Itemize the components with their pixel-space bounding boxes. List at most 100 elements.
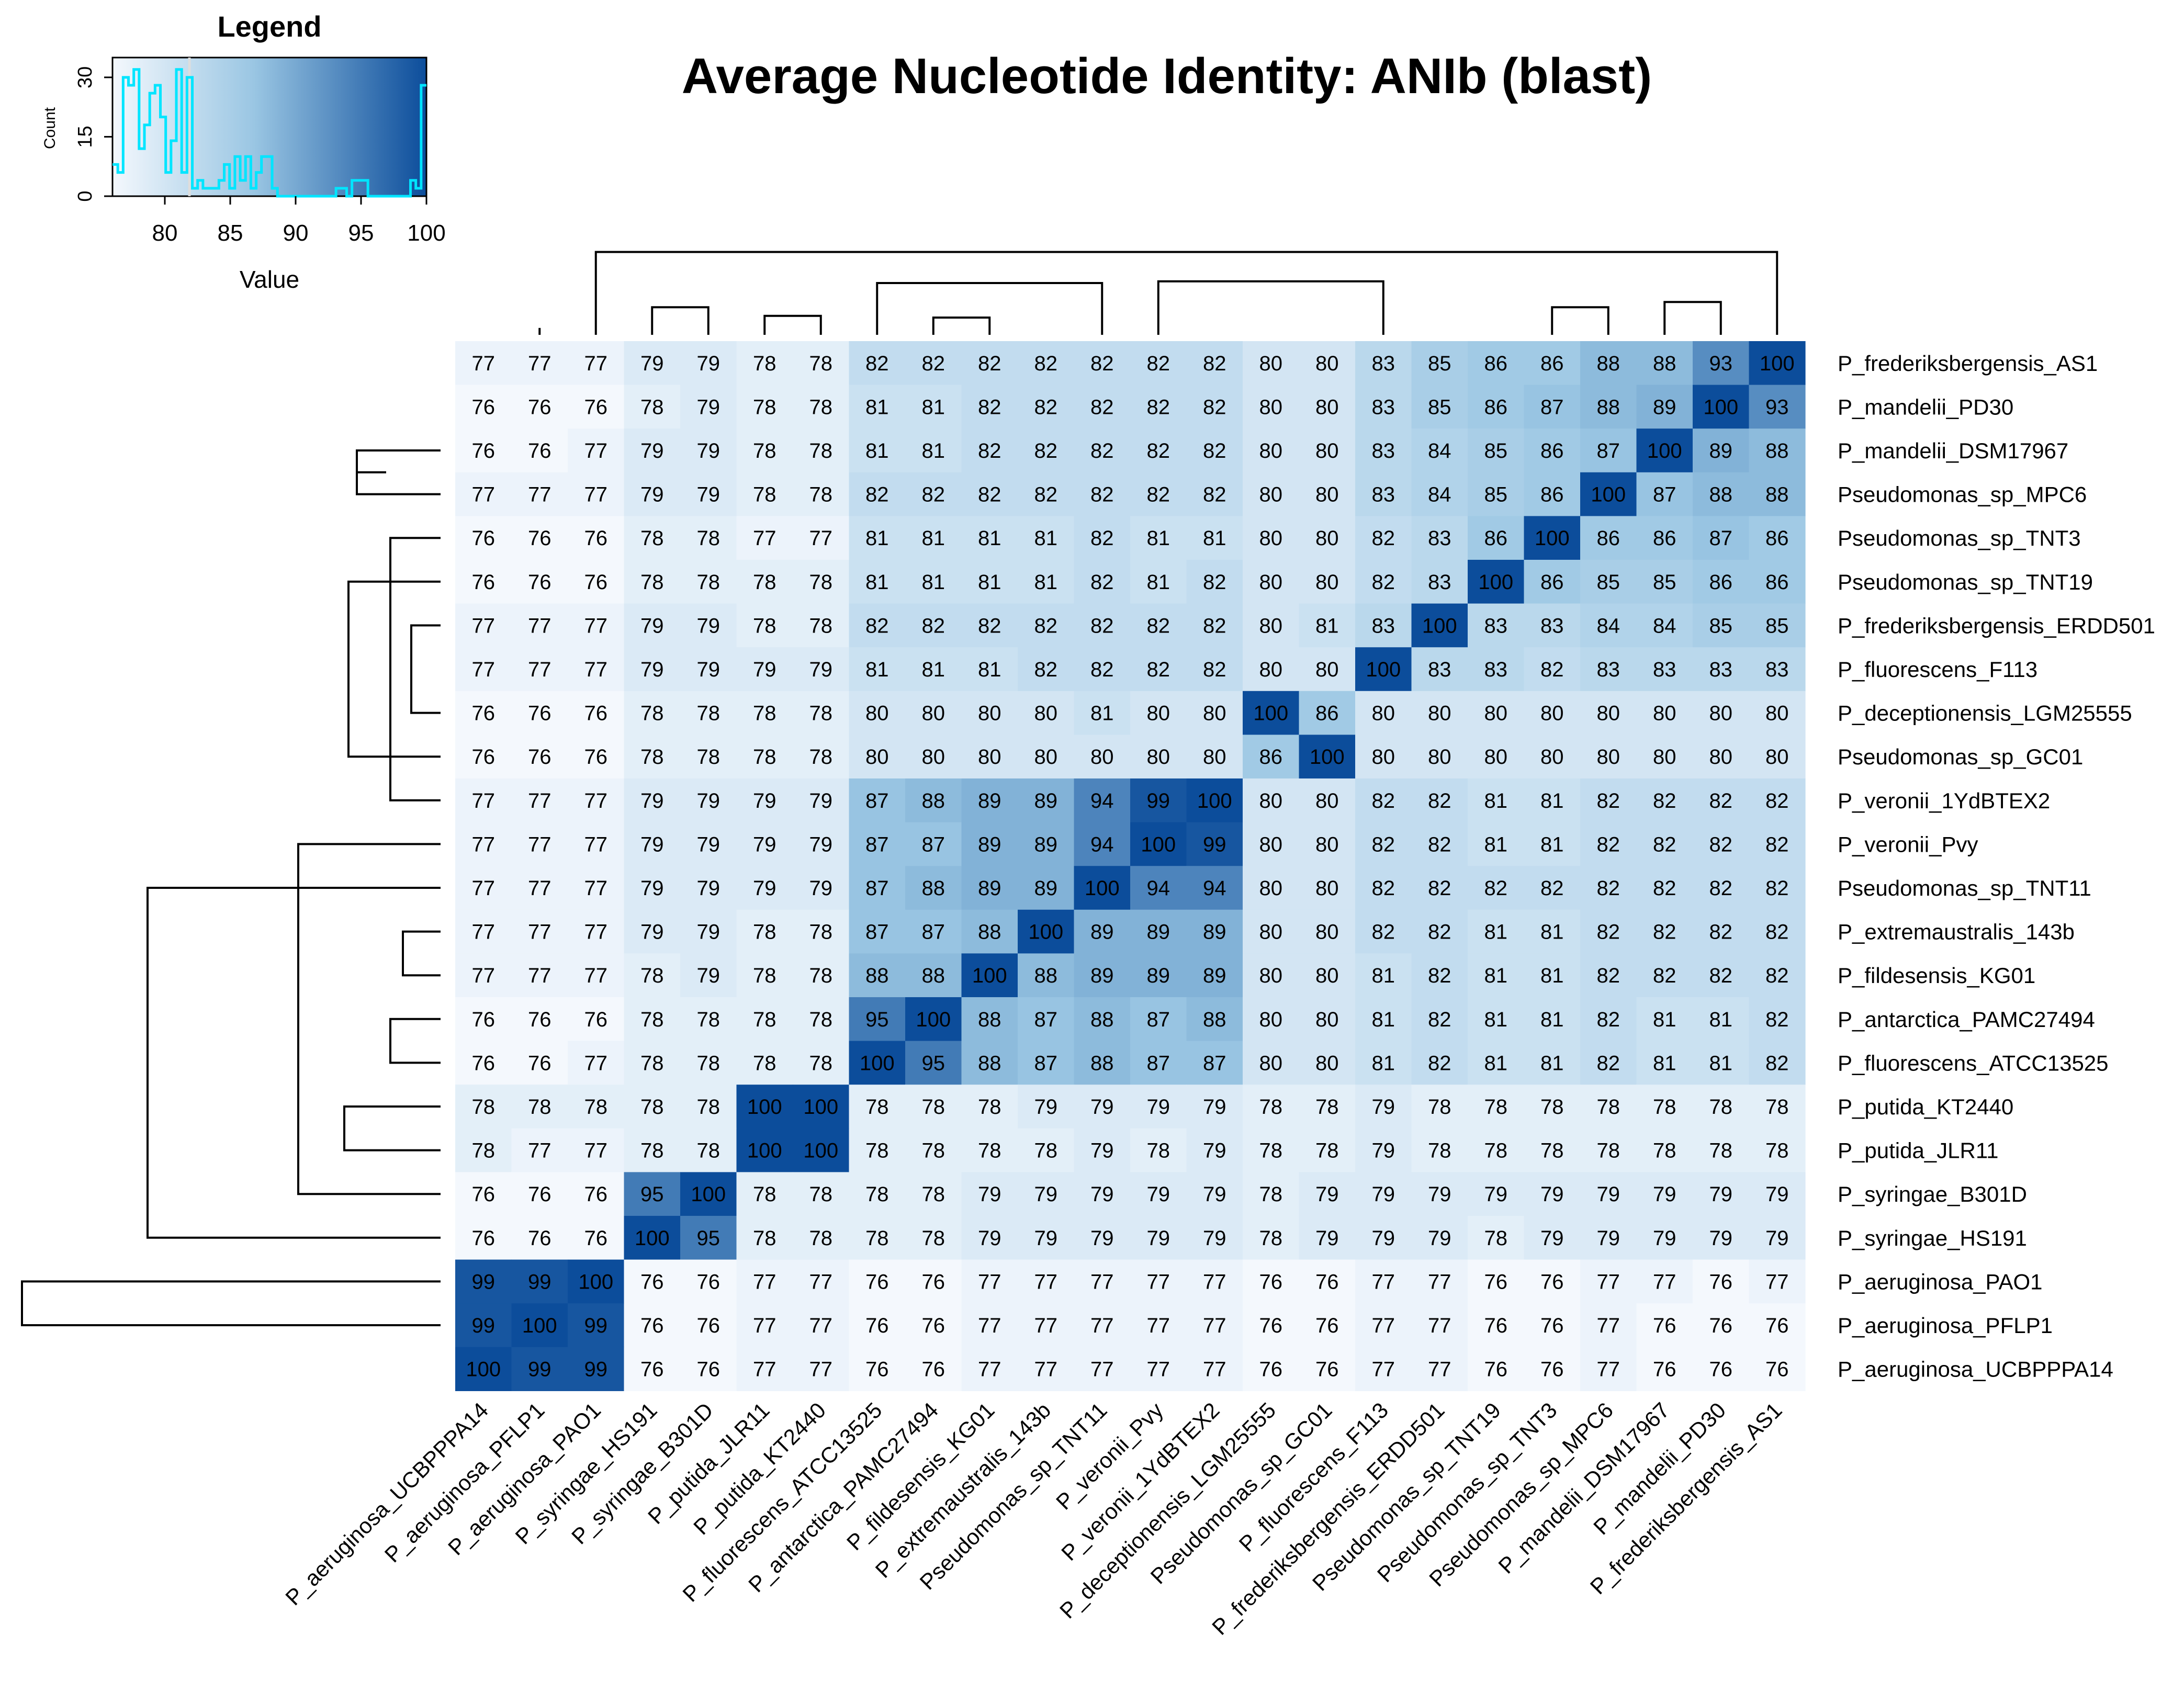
heatmap-cell [1749, 691, 1806, 735]
heatmap-cell [511, 909, 568, 954]
heatmap-cell [624, 997, 681, 1042]
dendrogram-branch [389, 537, 441, 802]
cell-value: 77 [472, 614, 496, 637]
heatmap-cell [1693, 647, 1750, 692]
heatmap-cell [905, 822, 962, 866]
heatmap-cell [1018, 909, 1075, 954]
heatmap-cell [1580, 603, 1637, 648]
cell-value: 79 [978, 1183, 1001, 1206]
cell-value: 83 [1428, 571, 1451, 594]
heatmap-cell [793, 1128, 850, 1172]
heatmap-cell [793, 472, 850, 516]
heatmap-cell [1411, 909, 1468, 954]
cell-value: 78 [809, 702, 833, 725]
cell-value: 77 [1597, 1358, 1620, 1381]
heatmap-cell [1130, 1303, 1187, 1348]
cell-value: 79 [640, 483, 664, 506]
cell-value: 78 [697, 527, 721, 550]
cell-value: 81 [1653, 1008, 1676, 1031]
heatmap-cell [1636, 603, 1693, 648]
heatmap-cell [1243, 1347, 1300, 1391]
cell-value: 77 [1090, 1314, 1114, 1337]
heatmap-cell [455, 560, 512, 604]
cell-value: 76 [528, 396, 551, 419]
heatmap-cells: 77 77 77 79 79 78 78 82 82 82 82 82 82 82 80 80 83 85 86 86… [455, 341, 1806, 1391]
cell-value: 78 [753, 921, 776, 944]
cell-value: 89 [1203, 921, 1226, 944]
cell-value: 78 [753, 964, 776, 987]
cell-value: 78 [753, 702, 776, 725]
cell-value: 78 [640, 571, 664, 594]
cell-value: 82 [1428, 833, 1451, 856]
cell-value: 81 [1484, 921, 1508, 944]
heatmap-cell [1411, 428, 1468, 473]
cell-value: 78 [865, 1183, 889, 1206]
cell-value: 88 [978, 921, 1001, 944]
cell-value: 77 [1203, 1314, 1226, 1337]
cell-value: 80 [1428, 702, 1451, 725]
row-label: P_veronii_1YdBTEX2 [1838, 788, 2050, 813]
cell-value: 100 [1141, 833, 1176, 856]
cell-value: 78 [1259, 1139, 1283, 1162]
cell-value: 76 [472, 1227, 496, 1250]
heatmap-cell [736, 909, 793, 954]
heatmap-cell [1130, 953, 1187, 998]
cell-value: 79 [1203, 1227, 1226, 1250]
heatmap-cell [624, 866, 681, 910]
cell-value: 77 [528, 921, 551, 944]
cell-value: 77 [584, 439, 608, 462]
heatmap-cell [624, 385, 681, 429]
legend-y-tick-label: 15 [74, 126, 96, 148]
heatmap-cell [1299, 1041, 1356, 1085]
cell-value: 87 [1147, 1052, 1170, 1075]
cell-value: 82 [978, 352, 1001, 375]
heatmap-cell [1749, 560, 1806, 604]
cell-value: 77 [809, 1358, 833, 1381]
cell-value: 86 [1540, 571, 1564, 594]
cell-value: 82 [1709, 877, 1733, 900]
heatmap-cell [793, 822, 850, 866]
heatmap-cell [1130, 1347, 1187, 1391]
cell-value: 81 [922, 396, 945, 419]
cell-value: 100 [635, 1227, 670, 1250]
heatmap-cell [1243, 1259, 1300, 1304]
heatmap-cell [961, 341, 1018, 386]
cell-value: 81 [1034, 571, 1058, 594]
dendrogram-branch [876, 282, 1104, 335]
cell-value: 78 [640, 1096, 664, 1119]
heatmap-cell [1524, 997, 1581, 1042]
heatmap-cell [1580, 1347, 1637, 1391]
heatmap-cell [1186, 1041, 1243, 1085]
heatmap-cell [1411, 1041, 1468, 1085]
cell-value: 82 [1709, 789, 1733, 812]
cell-value: 82 [1090, 527, 1114, 550]
cell-value: 76 [697, 1358, 721, 1381]
cell-value: 100 [1703, 396, 1738, 419]
heatmap-cell [793, 691, 850, 735]
legend-y-label: Count [41, 107, 59, 149]
cell-value: 79 [640, 439, 664, 462]
cell-value: 77 [753, 527, 776, 550]
cell-value: 77 [528, 352, 551, 375]
cell-value: 76 [1653, 1358, 1676, 1381]
cell-value: 78 [753, 1183, 776, 1206]
cell-value: 78 [1597, 1139, 1620, 1162]
heatmap-cell [1074, 866, 1131, 910]
heatmap-cell [849, 385, 906, 429]
cell-value: 76 [584, 702, 608, 725]
heatmap-cell [1636, 866, 1693, 910]
heatmap-cell [1243, 909, 1300, 954]
dendrogram-branch [347, 580, 441, 758]
cell-value: 88 [1709, 483, 1733, 506]
cell-value: 78 [640, 746, 664, 769]
heatmap-cell [680, 953, 737, 998]
cell-value: 78 [753, 1008, 776, 1031]
heatmap-cell [961, 1216, 1018, 1260]
heatmap-cell [1524, 428, 1581, 473]
heatmap-cell [511, 822, 568, 866]
heatmap-cell [1355, 778, 1412, 823]
cell-value: 80 [1259, 921, 1283, 944]
heatmap-cell [1243, 647, 1300, 692]
heatmap-cell [624, 1259, 681, 1304]
heatmap-cell [624, 691, 681, 735]
